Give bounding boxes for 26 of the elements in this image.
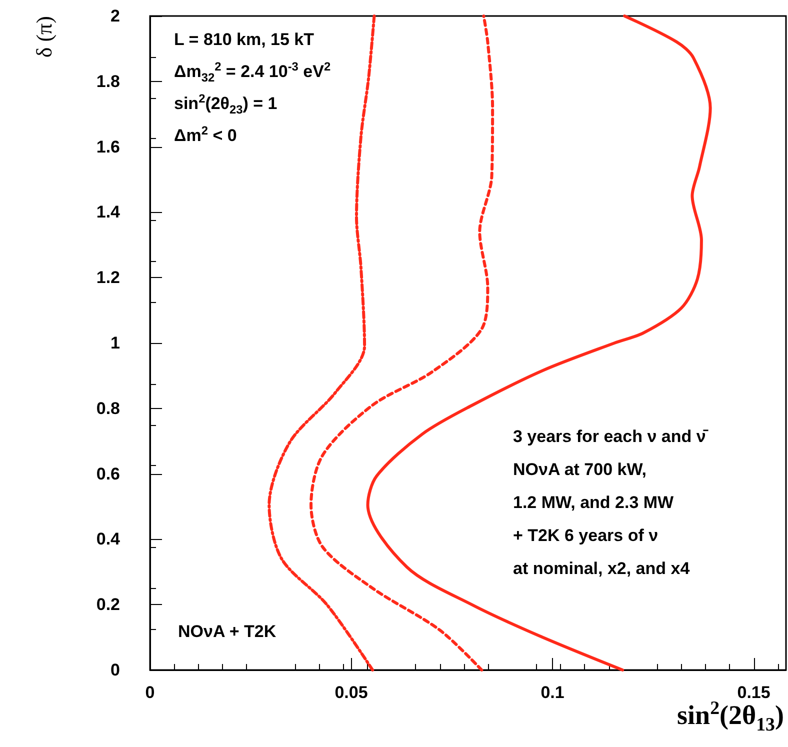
annotation: Δm$_{32}$$^{2}$ = 2.4 10$^{-3}$ eV$^{2}$	[174, 59, 331, 84]
x-tick-label: 0.05	[334, 683, 368, 702]
y-tick-label: 0	[110, 660, 120, 680]
annotation: + T2K 6 years of ν	[513, 526, 658, 546]
x-tick-label: 0	[145, 683, 155, 702]
x-tick-label: 0.1	[540, 683, 564, 702]
y-tick-label: 0.2	[96, 595, 120, 614]
annotation: NOνA + T2K	[178, 622, 276, 642]
y-tick-label: 1.8	[96, 72, 120, 91]
annotation: Δm$^{2}$ < 0	[174, 123, 237, 146]
y-tick-label: 1	[110, 334, 120, 352]
y-tick-label: 0.8	[96, 398, 120, 418]
y-tick-label: 0.4	[96, 530, 121, 549]
annotation: 1.2 MW, and 2.3 MW	[513, 493, 674, 513]
annotation: at nominal, x2, and x4	[513, 559, 690, 579]
y-axis-title: δ (π)	[32, 16, 56, 58]
y-tick-label: 0.6	[96, 464, 120, 484]
annotation: sin$^{2}$(2θ$_{23}$) = 1	[174, 91, 278, 116]
y-tick-label: 2	[110, 6, 120, 26]
annotation: 3 years for each ν and ν̄	[513, 427, 706, 447]
y-tick-label: 1.6	[96, 137, 120, 156]
annotation: NOνA at 700 kW,	[513, 460, 647, 480]
y-tick-label: 1.4	[96, 202, 121, 222]
annotation: L = 810 km, 15 kT	[174, 30, 314, 50]
line-series	[366, 14, 712, 672]
y-tick-label: 1.2	[96, 268, 120, 288]
